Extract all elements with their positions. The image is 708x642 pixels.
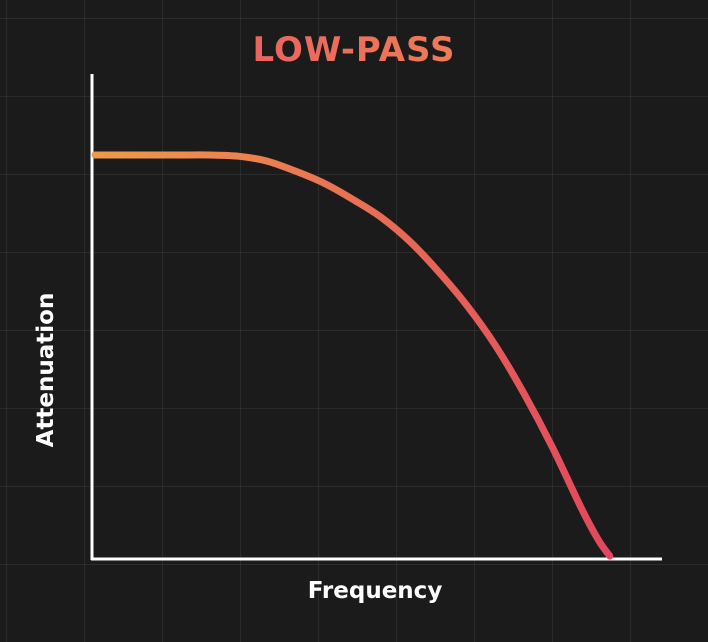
low-pass-curve (91, 151, 614, 560)
chart-title: LOW-PASS (0, 30, 708, 70)
x-axis-label: Frequency (307, 578, 443, 604)
y-axis-label: Attenuation (33, 292, 59, 448)
